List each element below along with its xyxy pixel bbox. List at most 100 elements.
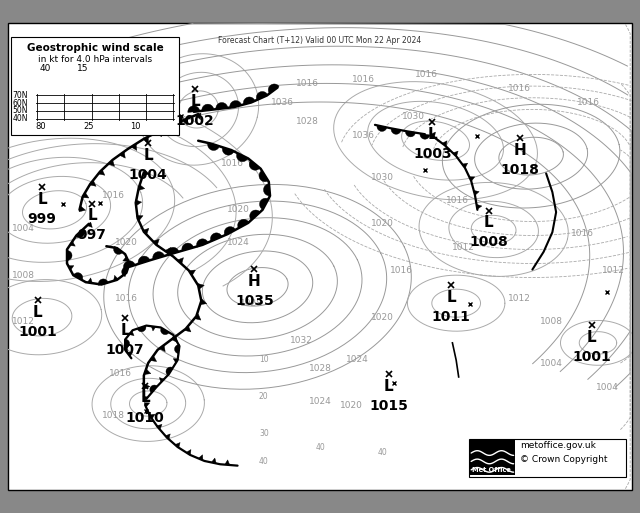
Polygon shape	[211, 233, 222, 241]
Polygon shape	[143, 228, 149, 234]
Polygon shape	[259, 171, 268, 182]
Text: 1011: 1011	[432, 310, 470, 324]
Polygon shape	[123, 256, 129, 261]
Text: 25: 25	[84, 122, 94, 131]
Text: L: L	[446, 290, 456, 305]
Polygon shape	[165, 434, 170, 439]
Polygon shape	[420, 133, 430, 139]
Polygon shape	[144, 403, 150, 407]
Polygon shape	[159, 378, 164, 382]
Polygon shape	[169, 124, 175, 131]
Polygon shape	[74, 273, 83, 280]
Polygon shape	[153, 239, 159, 246]
Polygon shape	[90, 180, 96, 186]
Text: 1028: 1028	[240, 299, 263, 308]
Polygon shape	[129, 331, 134, 336]
Polygon shape	[237, 220, 249, 228]
Text: 20: 20	[259, 392, 269, 401]
Polygon shape	[138, 256, 150, 264]
Text: 1018: 1018	[500, 163, 540, 177]
Text: Met Office: Met Office	[472, 467, 511, 473]
Text: H: H	[248, 274, 260, 289]
Text: 70N: 70N	[13, 91, 28, 100]
Polygon shape	[127, 352, 132, 357]
Polygon shape	[137, 326, 146, 332]
Text: 1016: 1016	[571, 229, 594, 238]
Polygon shape	[216, 103, 228, 109]
Polygon shape	[76, 229, 84, 238]
Text: 1016: 1016	[115, 294, 138, 303]
Polygon shape	[391, 128, 401, 134]
Polygon shape	[144, 369, 151, 374]
Text: 1004: 1004	[596, 383, 619, 392]
Polygon shape	[182, 243, 194, 251]
Text: 40N: 40N	[13, 114, 28, 123]
Polygon shape	[143, 396, 148, 401]
Text: 1016: 1016	[577, 98, 600, 107]
Text: 1024: 1024	[227, 238, 250, 247]
Text: 1018: 1018	[102, 411, 125, 420]
Text: 1028: 1028	[296, 116, 319, 126]
Text: L: L	[428, 127, 437, 142]
Polygon shape	[114, 246, 123, 254]
Polygon shape	[68, 266, 74, 270]
Polygon shape	[159, 345, 165, 351]
Polygon shape	[469, 177, 475, 181]
Polygon shape	[124, 261, 135, 269]
Text: 1036: 1036	[271, 98, 294, 107]
Polygon shape	[200, 299, 207, 305]
Text: 1003: 1003	[413, 147, 452, 161]
Text: L: L	[120, 323, 130, 338]
Text: 1004: 1004	[12, 224, 35, 233]
Polygon shape	[99, 169, 105, 175]
Text: 1001: 1001	[572, 350, 611, 364]
Text: 1036: 1036	[352, 131, 375, 140]
Polygon shape	[175, 443, 180, 448]
Polygon shape	[165, 247, 171, 254]
Text: 1030: 1030	[402, 112, 425, 121]
Text: 1035: 1035	[235, 294, 274, 308]
Polygon shape	[167, 247, 179, 255]
Polygon shape	[166, 367, 173, 376]
Text: 1012: 1012	[602, 266, 625, 275]
Polygon shape	[156, 130, 161, 137]
Text: 1016: 1016	[296, 80, 319, 88]
Polygon shape	[202, 104, 214, 111]
Polygon shape	[143, 170, 150, 175]
Text: 1012: 1012	[12, 318, 35, 326]
Text: 999: 999	[28, 212, 56, 226]
Polygon shape	[172, 336, 177, 343]
Polygon shape	[150, 385, 157, 393]
Text: 1020: 1020	[340, 401, 363, 410]
Text: in kt for 4.0 hPa intervals: in kt for 4.0 hPa intervals	[38, 55, 152, 64]
Text: 60N: 60N	[13, 99, 28, 108]
Text: 10: 10	[131, 122, 141, 131]
Polygon shape	[151, 326, 156, 331]
Polygon shape	[67, 250, 72, 261]
Polygon shape	[173, 359, 178, 363]
Text: 1008: 1008	[540, 318, 563, 326]
Polygon shape	[136, 200, 141, 206]
Text: 1008: 1008	[12, 271, 35, 280]
Polygon shape	[144, 384, 150, 389]
FancyBboxPatch shape	[468, 439, 626, 477]
Text: 1016: 1016	[508, 84, 531, 93]
Polygon shape	[237, 153, 248, 162]
Text: 10: 10	[259, 354, 269, 364]
Polygon shape	[195, 113, 201, 120]
Polygon shape	[189, 270, 196, 275]
Polygon shape	[171, 336, 176, 340]
Polygon shape	[230, 101, 241, 108]
Text: 1007: 1007	[106, 343, 145, 357]
Text: metoffice.gov.uk: metoffice.gov.uk	[520, 441, 596, 450]
Polygon shape	[186, 449, 191, 455]
Text: 40: 40	[40, 64, 51, 73]
FancyBboxPatch shape	[11, 37, 179, 135]
Polygon shape	[136, 215, 143, 221]
Polygon shape	[70, 241, 76, 246]
Text: L: L	[384, 379, 394, 394]
Text: 1020: 1020	[371, 313, 394, 322]
Polygon shape	[196, 239, 208, 247]
Polygon shape	[119, 151, 125, 158]
Polygon shape	[268, 84, 279, 93]
